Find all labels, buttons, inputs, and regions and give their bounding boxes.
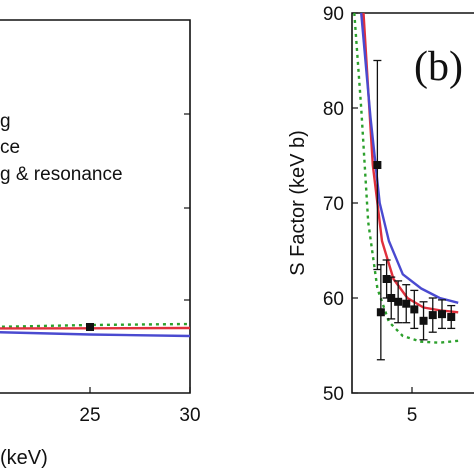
panel-b-point-7 xyxy=(410,305,419,314)
panel-a-data-points xyxy=(86,323,94,331)
panel-b-label: (b) xyxy=(414,44,463,90)
panel-b-point-8 xyxy=(419,316,428,325)
legend-entry-3: g & resonance xyxy=(0,164,123,185)
panel-b-point-1 xyxy=(373,161,382,169)
a-x-tick-label: 25 xyxy=(79,405,100,426)
b-y-tick-label: 60 xyxy=(323,289,344,310)
panel-b-series xyxy=(353,12,459,344)
panel-a-series-line-3 xyxy=(0,331,191,338)
panel-b-point-9 xyxy=(428,311,437,320)
panel-b-data-points xyxy=(373,59,456,361)
panel-b-series-line-3 xyxy=(353,12,459,344)
panel-b-series-line-2 xyxy=(360,12,459,304)
panel-a: 25 30 g ce g & resonance (keV) xyxy=(0,19,201,469)
panel-b-y-axis-title: S Factor (keV b) xyxy=(287,130,309,276)
panel-b-y-ticks: 50 60 70 80 90 xyxy=(323,4,358,405)
panel-b-point-6 xyxy=(402,299,411,308)
panel-a-x-axis-title: (keV) xyxy=(0,447,48,469)
panel-b-point-11 xyxy=(447,313,456,321)
panel-b: 50 60 70 80 90 5 (b) S Factor (keV b) xyxy=(287,4,474,426)
panel-b-point-4 xyxy=(387,294,396,302)
panel-a-series-line-2 xyxy=(0,326,191,330)
b-y-tick-label: 50 xyxy=(323,384,344,405)
panel-b-point-2 xyxy=(376,308,385,317)
legend-entry-2: ce xyxy=(0,137,20,158)
b-x-tick-label: 5 xyxy=(407,405,418,426)
panel-b-point-10 xyxy=(438,310,446,319)
panel-b-point-3 xyxy=(382,275,391,283)
panel-a-series xyxy=(0,322,191,338)
b-y-tick-label: 70 xyxy=(323,194,344,215)
a-x-tick-label: 30 xyxy=(179,405,200,426)
b-y-tick-label: 80 xyxy=(323,99,344,120)
b-y-tick-label: 90 xyxy=(323,4,344,25)
panel-a-y-ticks xyxy=(184,113,190,301)
panel-b-series-line-1 xyxy=(362,12,459,314)
panel-a-frame xyxy=(0,19,191,394)
panel-b-x-ticks: 5 xyxy=(407,387,418,426)
panel-a-legend: g ce g & resonance xyxy=(0,111,123,185)
legend-entry-1: g xyxy=(0,111,11,132)
panel-b-point-5 xyxy=(394,297,403,306)
panel-a-point-1 xyxy=(86,323,94,331)
panel-a-x-ticks: 25 30 xyxy=(79,387,201,426)
